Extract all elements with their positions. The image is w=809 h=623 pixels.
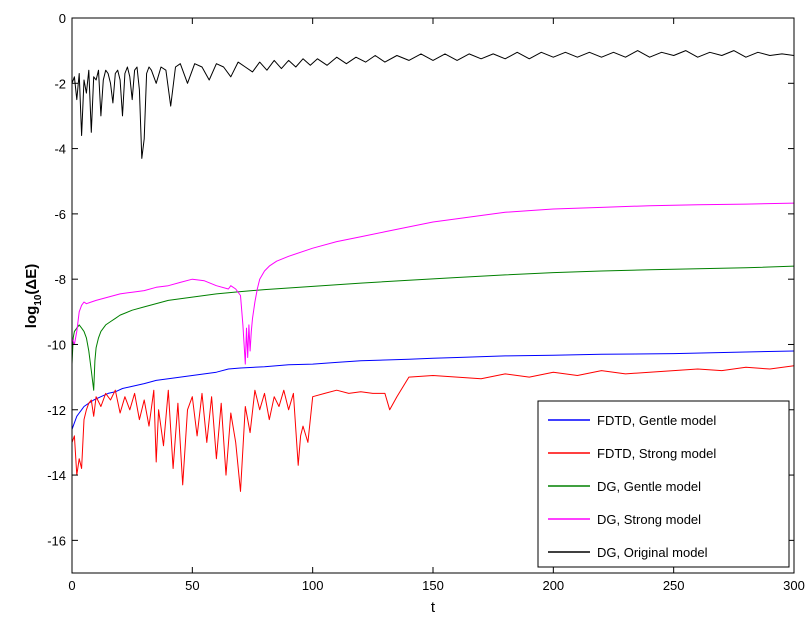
- legend-label: DG, Strong model: [597, 512, 701, 527]
- y-tick-label: -14: [47, 468, 66, 483]
- y-tick-label: -16: [47, 533, 66, 548]
- x-tick-label: 200: [542, 578, 564, 593]
- x-tick-label: 150: [422, 578, 444, 593]
- tick-layer: 0 50 100 150 200 250 300 0 -2 -4 -6 -8 -10 -12 -14 -16: [47, 11, 805, 593]
- x-tick-label: 0: [68, 578, 75, 593]
- y-tick-label: -8: [54, 272, 66, 287]
- series-line: [72, 50, 794, 159]
- y-tick-label: -10: [47, 337, 66, 352]
- legend-box: [537, 400, 790, 568]
- x-tick-label: 100: [302, 578, 324, 593]
- series-line: [72, 365, 794, 492]
- y-tick-label: -4: [54, 142, 66, 157]
- y-tick-label: 0: [59, 11, 66, 26]
- y-tick-label: -2: [54, 76, 66, 91]
- legend-label: DG, Original model: [597, 545, 708, 560]
- series-line: [72, 265, 794, 391]
- y-tick-label: -6: [54, 207, 66, 222]
- y-axis-label-sub: 10: [33, 294, 44, 306]
- y-axis-label-paren: (ΔE): [23, 264, 40, 295]
- series-layer: [72, 50, 794, 492]
- x-tick-label: 50: [185, 578, 199, 593]
- series-line: [72, 202, 794, 365]
- y-axis-label-main: log: [23, 306, 40, 329]
- x-axis-label: t: [431, 599, 436, 616]
- x-tick-label: 300: [783, 578, 805, 593]
- series-line: [72, 350, 794, 430]
- y-tick-label: -12: [47, 403, 66, 418]
- legend-label: FDTD, Strong model: [597, 446, 716, 461]
- legend-label: FDTD, Gentle model: [597, 413, 716, 428]
- legend: FDTD, Gentle model FDTD, Strong model DG, …: [537, 400, 790, 568]
- x-tick-label: 250: [663, 578, 685, 593]
- y-axis-label: log10(ΔE): [23, 264, 44, 328]
- legend-label: DG, Gentle model: [597, 479, 701, 494]
